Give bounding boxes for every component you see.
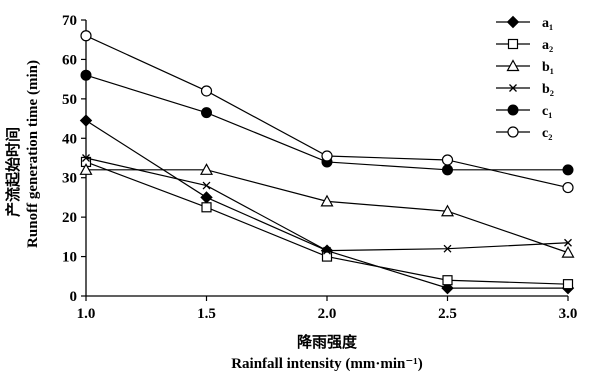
data-point xyxy=(562,164,574,176)
legend-label: c₂ xyxy=(542,126,552,141)
data-point xyxy=(440,204,455,217)
series-6 xyxy=(80,30,574,194)
x-tick-label: 2.0 xyxy=(318,306,337,322)
data-point xyxy=(201,107,212,119)
data-point xyxy=(561,245,575,258)
data-point xyxy=(562,279,574,290)
y-axis-label-cn: 产流起始时间 xyxy=(4,127,22,217)
x-tick-label: 1.5 xyxy=(197,306,216,322)
data-point xyxy=(441,281,454,295)
series-4 xyxy=(82,154,572,255)
series-line xyxy=(85,161,569,285)
y-tick-label: 20 xyxy=(62,210,77,226)
legend-marker xyxy=(507,126,519,138)
legend-marker xyxy=(506,59,520,72)
data-point xyxy=(321,251,333,262)
data-point xyxy=(199,163,214,175)
series-3 xyxy=(79,163,575,258)
data-point xyxy=(442,164,453,176)
data-point xyxy=(564,238,572,247)
series-line xyxy=(86,169,569,254)
data-point xyxy=(200,191,213,204)
data-point xyxy=(323,246,331,255)
legend-entry: b₂ xyxy=(496,82,554,97)
y-axis-label-en: Runoff generation time (min) xyxy=(25,60,41,248)
series-layer xyxy=(79,30,575,295)
legend-marker xyxy=(507,38,519,50)
data-point xyxy=(442,275,453,286)
data-point xyxy=(441,154,454,166)
data-point xyxy=(79,163,93,175)
data-point xyxy=(79,114,93,127)
ticks: 1.0 1.5 2.0 2.5 3.0 0 10 20 30 40 50 60 70 xyxy=(62,13,577,322)
y-tick-label: 0 xyxy=(70,289,78,305)
data-point xyxy=(320,194,334,207)
x-tick-label: 3.0 xyxy=(559,306,578,322)
legend-label: a₁ xyxy=(542,16,553,31)
legend-label: b₁ xyxy=(542,60,554,75)
legend-marker xyxy=(506,15,520,29)
legend-label: c₁ xyxy=(542,104,552,119)
y-tick-label: 30 xyxy=(62,171,77,187)
series-2 xyxy=(80,156,574,290)
x-tick-label: 1.0 xyxy=(77,306,96,322)
data-point xyxy=(562,181,574,194)
legend-entry: b₁ xyxy=(496,59,554,75)
legend-entry: a₂ xyxy=(496,38,553,53)
axis-labels: 降雨强度 Rainfall intensity (mm·min⁻¹) 产流起始时… xyxy=(4,60,423,372)
y-tick-label: 40 xyxy=(62,131,77,147)
data-point xyxy=(200,85,213,97)
data-point xyxy=(201,202,212,213)
legend-label: a₂ xyxy=(542,38,553,53)
data-point xyxy=(202,181,211,190)
y-tick-label: 60 xyxy=(62,52,77,68)
y-tick-label: 70 xyxy=(62,13,77,29)
legend-entry: c₂ xyxy=(496,126,552,141)
legend-marker xyxy=(507,104,519,116)
x-axis-label-cn: 降雨强度 xyxy=(297,333,358,351)
legend-entry: c₁ xyxy=(496,104,552,119)
data-point xyxy=(82,154,90,162)
y-tick-label: 10 xyxy=(62,250,77,266)
x-tick-label: 2.5 xyxy=(438,306,457,322)
data-point xyxy=(321,150,333,162)
data-point xyxy=(80,69,92,81)
legend: a₁ a₂ b₁ b₂ c₁ c₂ xyxy=(496,15,554,141)
y-tick-label: 50 xyxy=(62,92,77,108)
data-point xyxy=(80,30,92,42)
x-axis-label-en: Rainfall intensity (mm·min⁻¹) xyxy=(231,356,423,372)
data-point xyxy=(443,244,452,253)
legend-label: b₂ xyxy=(542,82,554,97)
legend-entry: a₁ xyxy=(496,15,553,31)
legend-marker xyxy=(509,84,517,92)
